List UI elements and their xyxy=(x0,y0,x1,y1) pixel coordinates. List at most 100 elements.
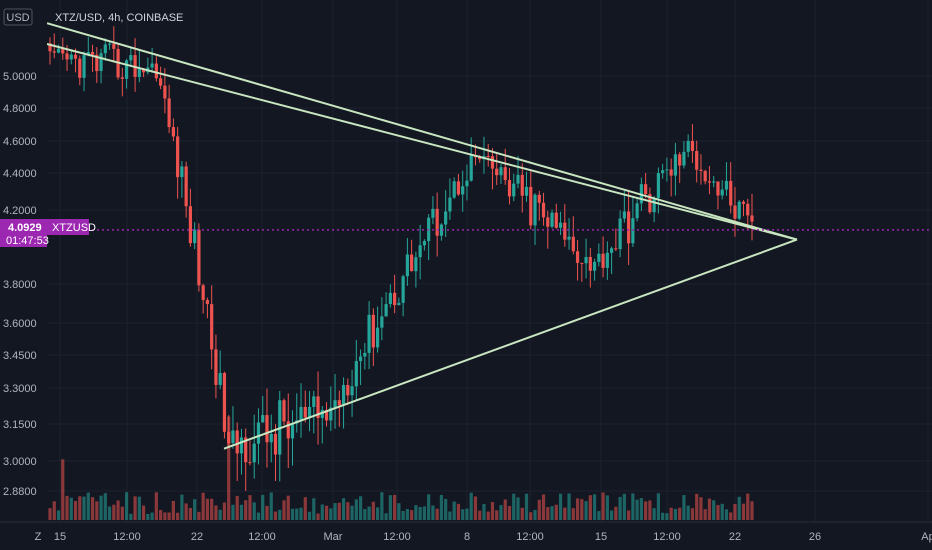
volume-bar xyxy=(82,496,86,520)
volume-bar xyxy=(129,513,133,520)
volume-bar xyxy=(516,497,520,520)
candle-body xyxy=(661,170,665,174)
candle-body xyxy=(167,98,171,128)
volume-bar xyxy=(520,507,524,520)
x-tick-label: 22 xyxy=(191,531,203,543)
volume-bar xyxy=(567,493,571,520)
grid-lines xyxy=(47,0,932,522)
x-tick-label: 15 xyxy=(54,531,66,543)
volume-bar xyxy=(214,505,218,520)
candle-body xyxy=(307,406,312,418)
y-tick-label: 4.4000 xyxy=(3,168,37,180)
x-tick-label: 12:00 xyxy=(653,531,681,543)
candle-body xyxy=(184,166,188,207)
volume-bar xyxy=(393,494,397,520)
volume-bar xyxy=(401,510,405,520)
candle-body xyxy=(695,150,699,170)
candle-body xyxy=(52,51,56,53)
candle-body xyxy=(380,316,384,328)
volume-bar xyxy=(376,507,380,520)
candle-body xyxy=(397,302,401,306)
volume-bar xyxy=(665,513,669,520)
y-axis: 5.0000 4.8000 4.6000 4.4000 4.2000 3.8000 3.60… xyxy=(0,0,47,522)
volume-bar xyxy=(639,498,643,520)
volume-bar xyxy=(741,503,746,520)
candle-body xyxy=(567,236,571,240)
volume-bar xyxy=(614,506,618,520)
volume-bar xyxy=(73,500,78,520)
candle-body xyxy=(82,55,86,78)
volume-bar xyxy=(507,506,512,520)
candle-body xyxy=(354,361,358,387)
volume-bar xyxy=(188,508,192,520)
candle-body xyxy=(154,63,158,79)
volume-bar xyxy=(490,502,495,520)
candle-body xyxy=(673,154,678,176)
volume-bar xyxy=(414,505,418,520)
volume-bar xyxy=(678,507,682,520)
x-tick-label: 8 xyxy=(464,531,470,543)
volume-bar xyxy=(333,503,337,520)
volume-bar xyxy=(550,506,554,520)
volume-bar xyxy=(712,500,716,520)
candle-body xyxy=(358,356,363,362)
candle-body xyxy=(452,181,456,198)
candle-body xyxy=(69,54,73,60)
currency-button-label: USD xyxy=(6,12,29,24)
price-tag-value: 4.0929 xyxy=(8,222,42,234)
volume-bar xyxy=(235,495,239,520)
volume-bar xyxy=(448,511,452,520)
candle-body xyxy=(435,208,439,236)
candle-body xyxy=(644,184,648,195)
z-button[interactable]: Z xyxy=(35,531,42,543)
candle-body xyxy=(422,241,426,246)
candle-body xyxy=(486,155,490,157)
volume-bar xyxy=(354,499,358,520)
candle-body xyxy=(107,43,112,45)
trendline-upper-outer[interactable] xyxy=(46,22,798,241)
y-tick-label: 3.4500 xyxy=(3,350,37,362)
volume-bar xyxy=(154,492,158,520)
volume-bar xyxy=(737,496,741,520)
price-tag-countdown: 01:47:53 xyxy=(6,235,49,247)
candle-body xyxy=(90,52,95,55)
trendline-upper-inner[interactable] xyxy=(46,43,798,241)
volume-bar xyxy=(197,511,201,520)
volume-bar xyxy=(584,501,588,520)
candle-body xyxy=(618,218,622,250)
candle-body xyxy=(282,400,286,422)
candle-body xyxy=(610,248,614,253)
candle-body xyxy=(205,300,210,305)
candle-body xyxy=(431,208,435,218)
volume-bar xyxy=(248,495,252,520)
candle-body xyxy=(290,423,295,439)
volume-bar xyxy=(107,506,112,520)
volume-bar xyxy=(171,500,175,520)
volume-bar xyxy=(546,507,550,520)
volume-bar xyxy=(367,506,371,520)
volume-bar xyxy=(163,512,167,520)
trendlines[interactable] xyxy=(46,22,798,450)
volume-bar xyxy=(444,498,448,520)
x-axis: 15 12:00 22 12:00 Mar 12:00 8 12:00 15 12:00 22 26 A… xyxy=(0,521,932,550)
candle-body xyxy=(171,127,175,137)
volume-bar xyxy=(231,504,235,520)
candle-body xyxy=(333,400,337,408)
trendline-lower[interactable] xyxy=(223,238,798,450)
candle-body xyxy=(61,48,65,54)
volume-bar xyxy=(622,493,626,520)
candle-body xyxy=(716,181,720,196)
volume-bar xyxy=(124,492,129,520)
candle-body xyxy=(337,400,341,406)
x-tick-label: Mar xyxy=(324,531,343,543)
volume-bar xyxy=(537,499,541,520)
price-tag-symbol: XTZUSD xyxy=(52,222,96,234)
currency-button[interactable]: USD xyxy=(3,8,33,26)
candle-body xyxy=(222,372,227,432)
candle-body xyxy=(444,211,448,225)
volume-bar xyxy=(750,501,754,520)
candle-body xyxy=(265,415,269,443)
candle-body xyxy=(324,409,329,421)
volume-bar xyxy=(618,496,622,520)
